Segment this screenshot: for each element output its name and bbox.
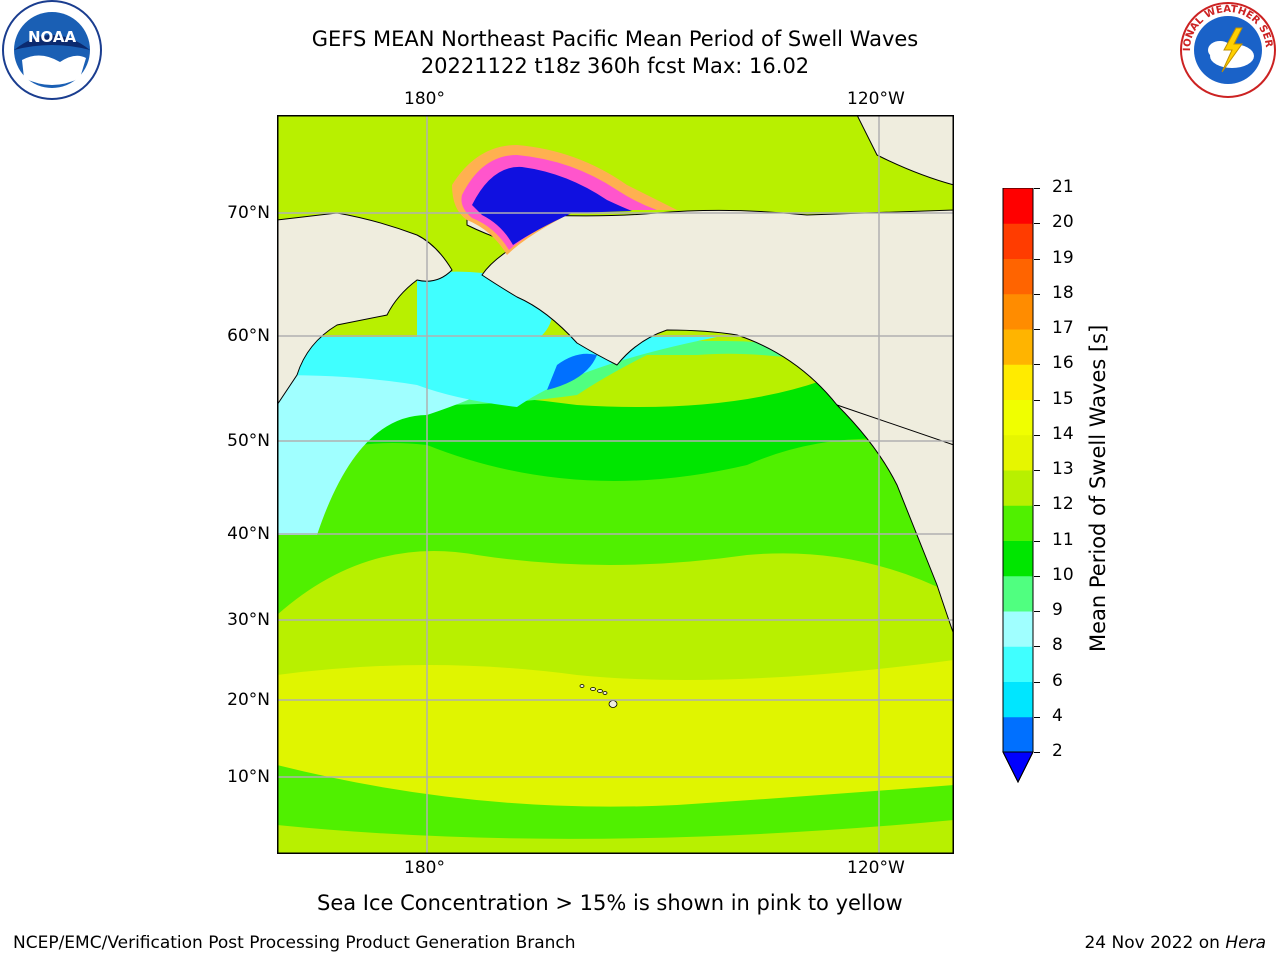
colorbar-segment (1003, 293, 1033, 330)
graticule (277, 115, 954, 854)
colorbar-tick-label: 15 (1052, 388, 1074, 409)
colorbar-segment (1003, 681, 1033, 718)
colorbar-segment (1003, 364, 1033, 400)
colorbar-tick (1034, 188, 1040, 189)
ocean-band-northern-green (277, 352, 954, 481)
colorbar-segment (1003, 575, 1033, 612)
colorbar-tick-label: 10 (1052, 564, 1074, 585)
ocean-band-blue (547, 353, 597, 390)
colorbar-tick-label: 4 (1052, 705, 1063, 726)
colorbar-segment (1003, 540, 1033, 577)
footer-date: 24 Nov 2022 on Hera (1084, 933, 1266, 953)
footer-host: Hera (1225, 933, 1266, 953)
colorbar-tick (1034, 329, 1040, 330)
colorbar-segment (1003, 399, 1033, 436)
lat-label-70n: 70°N (227, 203, 270, 223)
lat-label-60n: 60°N (227, 326, 270, 346)
colorbar-tick (1034, 575, 1040, 577)
lat-label-20n: 20°N (227, 690, 270, 710)
colorbar-tick-label: 11 (1052, 529, 1074, 550)
colorbar-tick (1034, 505, 1040, 507)
colorbar-tick-label: 17 (1052, 318, 1074, 338)
lat-label-50n: 50°N (227, 431, 270, 451)
colorbar-segment (1003, 646, 1033, 682)
colorbar-tick-label: 6 (1052, 670, 1063, 691)
land-arctic-islands (856, 115, 954, 186)
colorbar-tick-label: 8 (1052, 635, 1063, 656)
noaa-logo: NOAA (0, 0, 104, 104)
map-plot (277, 115, 954, 854)
lon-label-top-120w: 120°W (847, 89, 905, 109)
colorbar-frame (1002, 187, 1034, 784)
colorbar-tick (1034, 258, 1040, 260)
colorbar-tick (1034, 434, 1040, 436)
colorbar-segment (1003, 716, 1033, 753)
ocean-band-mid-green (277, 413, 954, 615)
lat-label-30n: 30°N (227, 610, 270, 630)
lat-label-40n: 40°N (227, 524, 270, 544)
colorbar-tick (1034, 611, 1040, 612)
colorbar-tick (1034, 540, 1040, 542)
colorbar-segment (1003, 611, 1033, 647)
hawaii-islands (579, 684, 618, 708)
colorbar-tick-label: 16 (1052, 353, 1074, 374)
colorbar-tick-label: 19 (1052, 247, 1074, 268)
colorbar-tick-label: 14 (1052, 423, 1074, 444)
colorbar-segment (1003, 223, 1033, 259)
colorbar-tick (1034, 716, 1040, 718)
lon-label-top-180: 180° (404, 89, 445, 109)
colorbar-tick (1034, 399, 1040, 401)
chart-subtitle: 20221122 t18z 360h fcst Max: 16.02 (420, 54, 810, 78)
colorbar-segment (1003, 258, 1033, 295)
colorbar-segment (1003, 188, 1033, 224)
colorbar-tick (1034, 470, 1040, 471)
svg-text:NOAA: NOAA (28, 28, 77, 46)
colorbar-tick-label: 9 (1052, 600, 1063, 620)
land-north-america-coast (836, 404, 954, 636)
lon-label-bottom-120w: 120°W (847, 858, 905, 878)
colorbar-tick (1034, 681, 1040, 683)
colorbar-extend-arrow (1002, 751, 1034, 784)
colorbar-tick (1034, 293, 1040, 295)
colorbar-tick (1034, 223, 1040, 225)
colorbar (1002, 187, 1034, 784)
lat-label-10n: 10°N (227, 767, 270, 787)
sea-ice-core (472, 166, 632, 245)
ocean-band-equatorial-green (277, 765, 954, 854)
colorbar-segment (1003, 434, 1033, 471)
footer-date-text: 24 Nov 2022 on (1084, 933, 1226, 953)
sea-ice-caption: Sea Ice Concentration > 15% is shown in … (317, 891, 903, 915)
ocean-band-lightcyan (277, 340, 577, 535)
map-frame (277, 115, 954, 854)
lon-label-bottom-180: 180° (404, 858, 445, 878)
colorbar-tick (1034, 752, 1040, 753)
colorbar-label: Mean Period of Swell Waves [s] (1086, 324, 1110, 652)
colorbar-tick-label: 12 (1052, 494, 1074, 515)
colorbar-tick (1034, 646, 1040, 648)
colorbar-tick-label: 13 (1052, 459, 1074, 479)
colorbar-tick-label: 18 (1052, 282, 1074, 303)
footer-credit: NCEP/EMC/Verification Post Processing Pr… (13, 933, 576, 953)
nws-logo: NATIONAL WEATHER SERVICE (1172, 0, 1280, 100)
ocean-band-south-edge (277, 820, 954, 854)
colorbar-tick-label: 2 (1052, 741, 1063, 761)
colorbar-tick (1034, 364, 1040, 366)
colorbar-segment (1003, 505, 1033, 541)
colorbar-tick-label: 20 (1052, 212, 1074, 233)
land-alaska (466, 209, 954, 446)
colorbar-segment (1003, 470, 1033, 506)
colorbar-segment (1003, 329, 1033, 365)
colorbar-tick-label: 21 (1052, 177, 1074, 197)
chart-title: GEFS MEAN Northeast Pacific Mean Period … (311, 27, 919, 51)
